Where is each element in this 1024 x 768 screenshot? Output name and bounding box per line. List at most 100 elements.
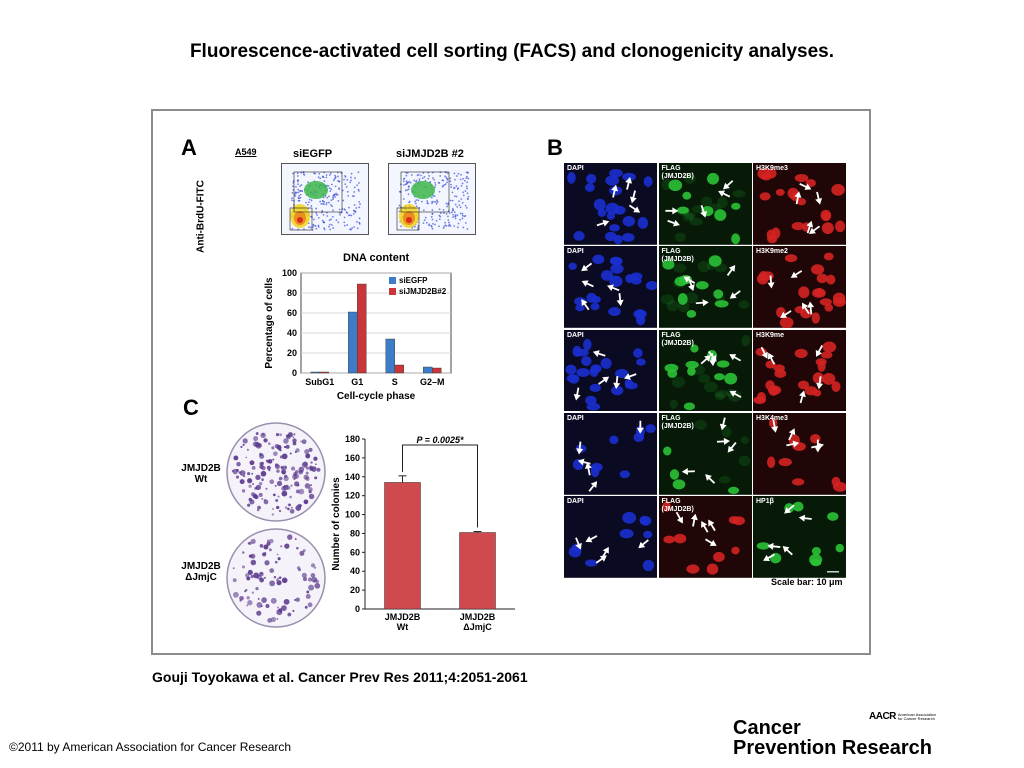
colony-dot bbox=[236, 461, 241, 467]
cell-nucleus bbox=[700, 196, 712, 207]
facs-density-blob bbox=[304, 181, 328, 199]
cell-nucleus bbox=[683, 402, 695, 410]
cell-cycle-y-tick: 0 bbox=[292, 368, 297, 378]
arrow-marker bbox=[700, 354, 711, 364]
colony-dot bbox=[287, 534, 293, 540]
cell-nucleus bbox=[600, 357, 612, 369]
micrograph-r5-c2: FLAG (JMJD2B) bbox=[658, 496, 752, 578]
arrow-marker bbox=[807, 301, 815, 315]
colony-dot bbox=[264, 552, 267, 555]
cell-nucleus bbox=[589, 365, 599, 377]
arrow-marker bbox=[690, 513, 698, 527]
micrograph-background bbox=[564, 412, 657, 495]
facs-gate-s bbox=[400, 171, 450, 213]
arrow-marker bbox=[717, 190, 730, 198]
cell-nucleus bbox=[684, 211, 696, 220]
arrow-marker bbox=[767, 543, 781, 551]
cell-nucleus bbox=[768, 384, 782, 395]
arrow-marker bbox=[682, 276, 695, 285]
facs-plot-siegfp bbox=[281, 163, 369, 235]
p-value-annotation: P = 0.0025* bbox=[417, 435, 464, 445]
cell-nucleus bbox=[688, 217, 703, 226]
colony-dot bbox=[259, 544, 264, 548]
arrow-marker bbox=[722, 180, 733, 190]
facs-cell-line-label: A549 bbox=[235, 147, 257, 157]
cell-nucleus bbox=[827, 512, 839, 522]
micrograph-label: FLAG (JMJD2B) bbox=[661, 248, 694, 264]
colony-dot bbox=[276, 505, 280, 510]
colony-dot bbox=[246, 596, 250, 600]
arrow-marker bbox=[585, 535, 598, 543]
arrow-marker bbox=[573, 387, 581, 401]
cell-nucleus bbox=[622, 215, 636, 227]
colony-dot bbox=[294, 481, 300, 487]
colony-dot bbox=[239, 470, 246, 476]
micrograph-label: DAPI bbox=[567, 414, 584, 422]
facs-gate-s bbox=[293, 171, 343, 213]
arrow-marker bbox=[767, 352, 776, 365]
cell-nucleus bbox=[730, 202, 741, 210]
cell-nucleus bbox=[713, 372, 725, 380]
colony-dot bbox=[314, 582, 321, 589]
colony-dot bbox=[305, 453, 311, 459]
arrow-marker bbox=[815, 344, 824, 357]
micrograph-label: H3K4me3 bbox=[756, 414, 788, 422]
cell-nucleus bbox=[568, 262, 577, 271]
colony-dot bbox=[252, 493, 258, 499]
cell-nucleus bbox=[622, 512, 637, 524]
cell-nucleus bbox=[581, 355, 592, 366]
micrograph-label: HP1β bbox=[756, 498, 774, 506]
cell-nucleus bbox=[697, 373, 710, 383]
arrow-marker bbox=[638, 539, 649, 549]
cell-cycle-bar-sijmjd2b bbox=[357, 283, 367, 374]
cell-nucleus bbox=[605, 175, 620, 186]
colony-dot bbox=[299, 466, 302, 469]
facs-gate-g1 bbox=[289, 207, 313, 231]
arrow-marker bbox=[816, 375, 824, 389]
colony-dot bbox=[309, 465, 313, 470]
cell-nucleus bbox=[714, 300, 729, 308]
cell-nucleus bbox=[814, 288, 825, 297]
facs-plot-title-2: siJMJD2B #2 bbox=[396, 148, 464, 160]
dish-label-wt: JMJD2B Wt bbox=[181, 463, 221, 485]
cell-nucleus bbox=[708, 255, 722, 268]
colony-y-tick: 20 bbox=[350, 585, 360, 595]
arrow-marker bbox=[704, 474, 715, 484]
colony-dot bbox=[277, 577, 280, 580]
colony-dot bbox=[263, 499, 269, 505]
cell-nucleus bbox=[606, 212, 615, 220]
cell-nucleus bbox=[714, 263, 727, 273]
cell-nucleus bbox=[694, 419, 707, 430]
colony-dot bbox=[278, 476, 283, 481]
colony-dot bbox=[276, 579, 278, 581]
colony-dot bbox=[253, 436, 259, 442]
colony-dot bbox=[303, 577, 308, 582]
cell-nucleus bbox=[712, 552, 725, 563]
cell-nucleus bbox=[730, 233, 740, 245]
colony-dot bbox=[292, 436, 295, 439]
cell-nucleus bbox=[835, 544, 845, 553]
arrow-marker bbox=[597, 376, 610, 385]
colony-dot bbox=[243, 475, 246, 478]
panel-b-letter: B bbox=[547, 135, 563, 160]
colony-dot bbox=[250, 574, 254, 579]
colony-dot bbox=[279, 433, 283, 437]
micrograph-r4-c1: DAPI bbox=[564, 412, 657, 495]
cell-nucleus bbox=[661, 259, 674, 270]
colony-y-tick: 0 bbox=[355, 604, 360, 614]
colony-dot bbox=[277, 495, 280, 498]
cell-nucleus bbox=[703, 381, 718, 392]
cell-nucleus bbox=[619, 470, 630, 479]
arrow-marker bbox=[784, 504, 795, 514]
cell-nucleus bbox=[660, 294, 674, 305]
arrow-marker bbox=[763, 553, 775, 562]
cell-nucleus bbox=[685, 564, 699, 574]
colony-dot bbox=[272, 458, 275, 461]
micrograph-r2-c2: FLAG (JMJD2B) bbox=[658, 246, 752, 329]
colony-dot bbox=[268, 548, 272, 552]
cell-nucleus bbox=[756, 542, 770, 550]
micrograph-label: FLAG (JMJD2B) bbox=[661, 498, 694, 514]
cell-nucleus bbox=[662, 446, 671, 456]
colony-dot bbox=[247, 478, 253, 484]
colony-dot bbox=[270, 597, 277, 604]
